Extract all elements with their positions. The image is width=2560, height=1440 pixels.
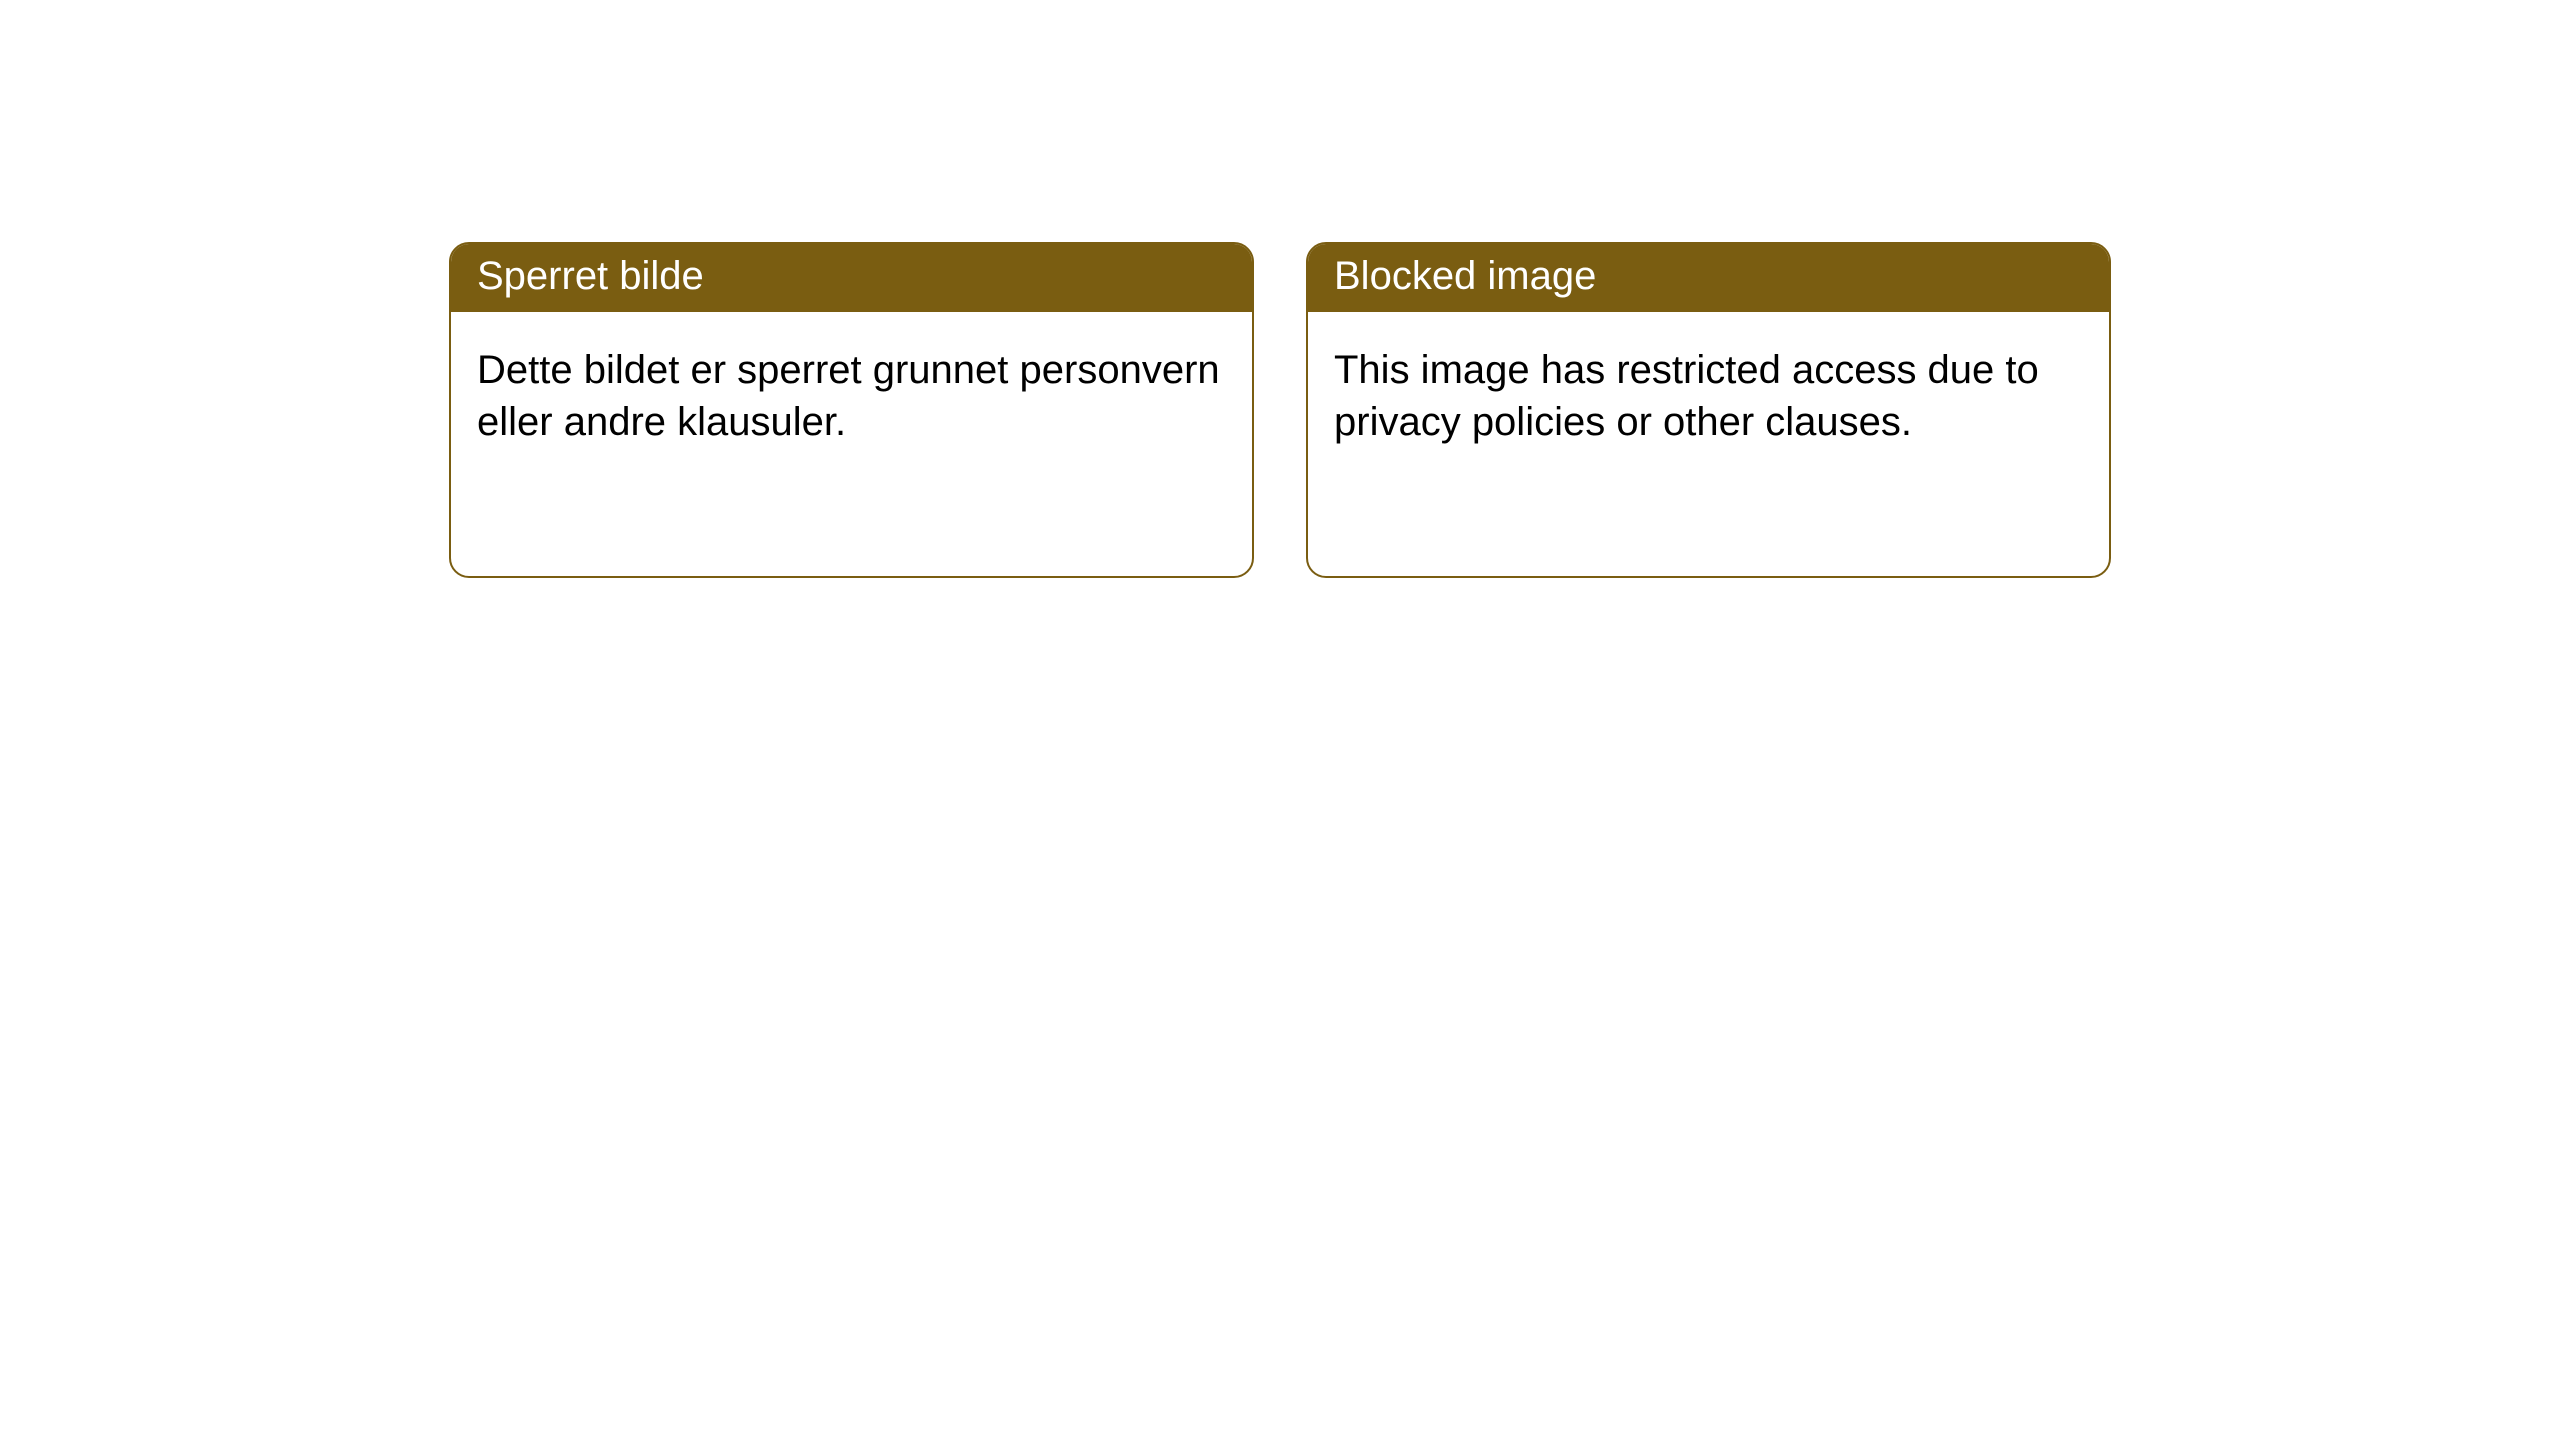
notice-card-english: Blocked image This image has restricted … — [1306, 242, 2111, 578]
notice-container: Sperret bilde Dette bildet er sperret gr… — [449, 242, 2111, 578]
notice-card-norwegian: Sperret bilde Dette bildet er sperret gr… — [449, 242, 1254, 578]
notice-body: Dette bildet er sperret grunnet personve… — [451, 312, 1252, 480]
notice-body: This image has restricted access due to … — [1308, 312, 2109, 480]
notice-header: Sperret bilde — [451, 244, 1252, 312]
notice-header: Blocked image — [1308, 244, 2109, 312]
